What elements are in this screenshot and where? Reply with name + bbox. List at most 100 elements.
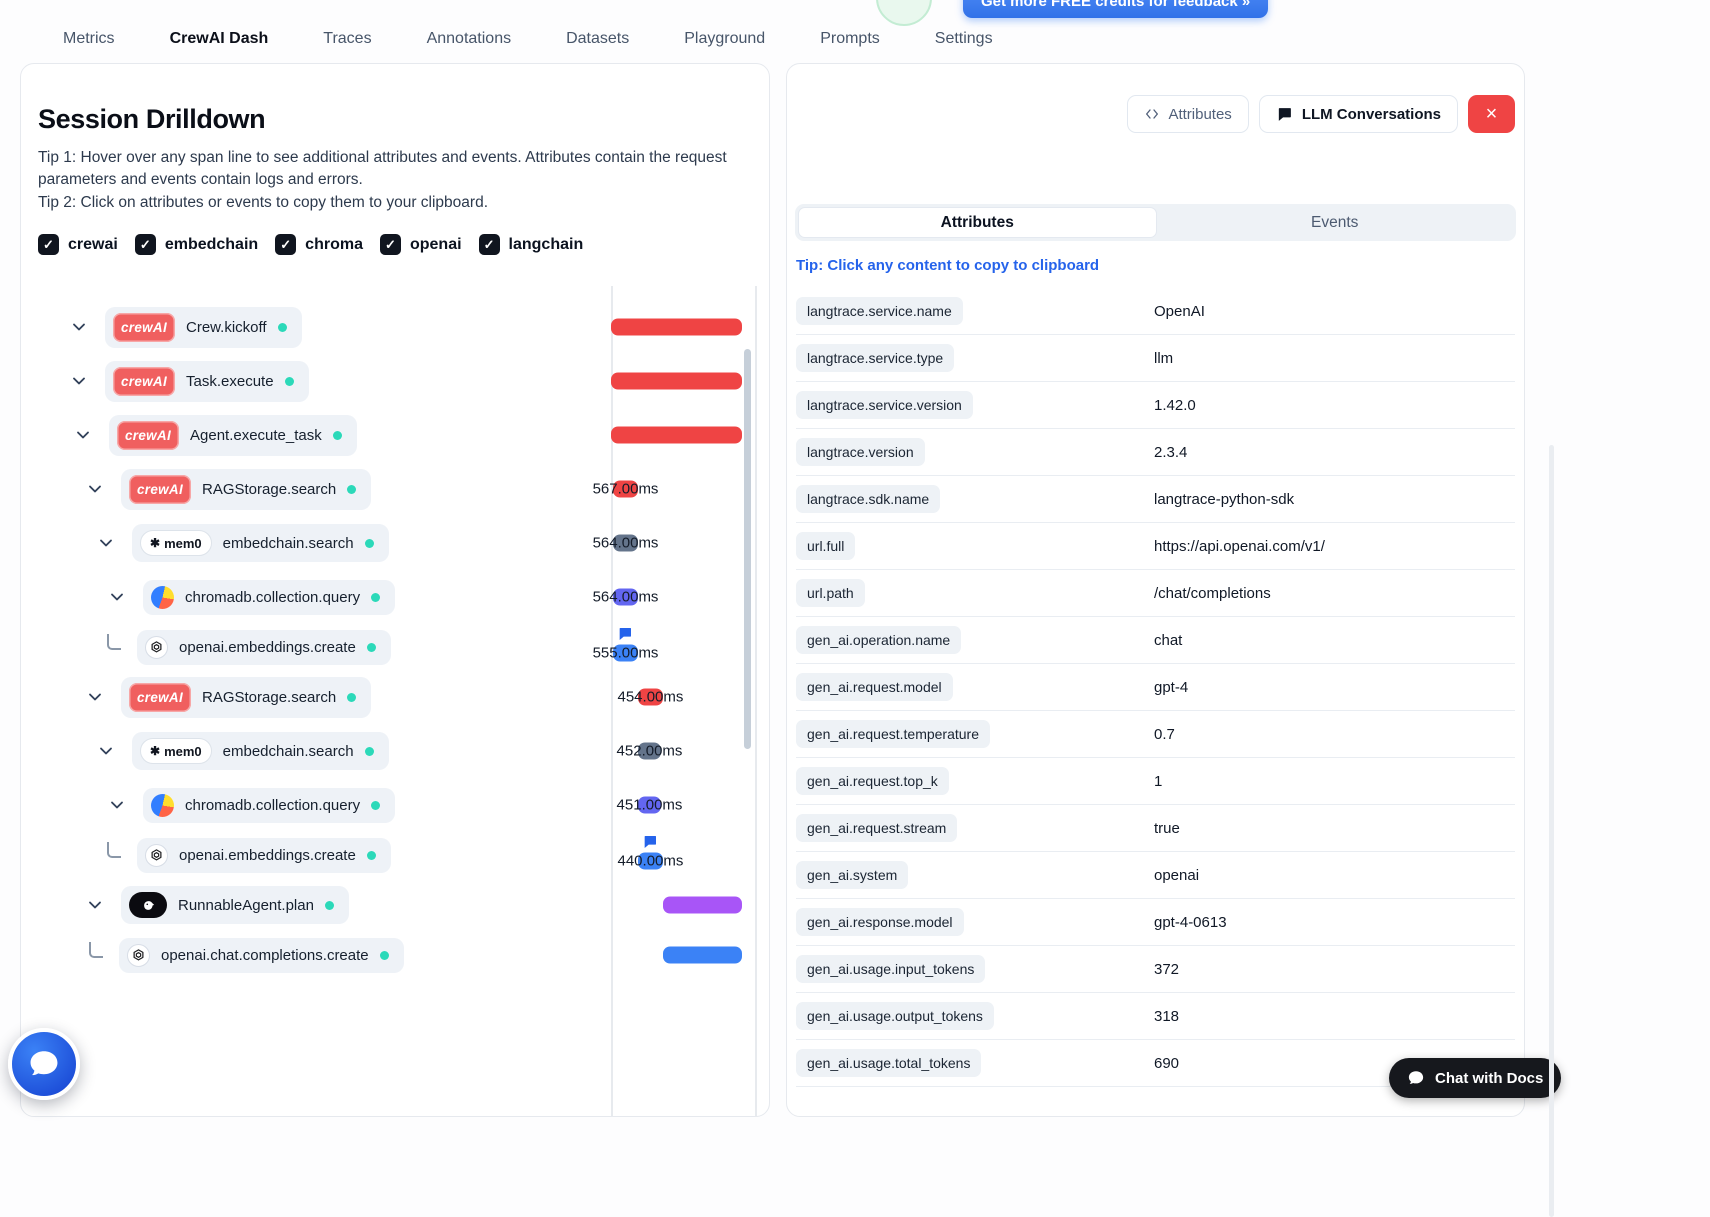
- credits-button[interactable]: Get more FREE credits for feedback »: [963, 0, 1269, 18]
- filter-checkbox[interactable]: ✓ openai: [379, 234, 462, 255]
- chevron-down-icon[interactable]: [107, 587, 127, 607]
- chevron-down-icon[interactable]: [96, 741, 116, 761]
- span-duration-bar[interactable]: [637, 688, 663, 706]
- attribute-key[interactable]: gen_ai.system: [796, 861, 909, 889]
- nav-tab[interactable]: Playground: [684, 30, 766, 47]
- chevron-down-icon[interactable]: [85, 479, 105, 499]
- attribute-key[interactable]: gen_ai.usage.output_tokens: [796, 1002, 994, 1030]
- attribute-key[interactable]: gen_ai.usage.input_tokens: [796, 955, 986, 983]
- span-duration-bar[interactable]: [637, 852, 663, 870]
- attribute-row[interactable]: url.full https://api.openai.com/v1/: [796, 523, 1515, 570]
- details-tab[interactable]: Attributes: [798, 207, 1157, 238]
- attribute-row[interactable]: gen_ai.usage.output_tokens 318: [796, 993, 1515, 1040]
- attribute-key[interactable]: gen_ai.response.model: [796, 908, 964, 936]
- attribute-value[interactable]: https://api.openai.com/v1/: [1154, 537, 1325, 555]
- nav-tab[interactable]: Traces: [323, 30, 372, 47]
- attribute-row[interactable]: langtrace.sdk.name langtrace-python-sdk: [796, 476, 1515, 523]
- span-duration-bar[interactable]: [613, 588, 638, 606]
- attribute-key[interactable]: gen_ai.request.model: [796, 673, 953, 701]
- close-button[interactable]: ×: [1468, 95, 1515, 133]
- chevron-down-icon[interactable]: [73, 425, 93, 445]
- span-duration-bar[interactable]: [611, 318, 742, 336]
- filter-checkbox[interactable]: ✓ crewai: [38, 234, 118, 255]
- attribute-key[interactable]: langtrace.version: [796, 438, 925, 466]
- checkbox-checked-icon[interactable]: ✓: [38, 234, 59, 255]
- attribute-row[interactable]: gen_ai.usage.input_tokens 372: [796, 946, 1515, 993]
- attribute-row[interactable]: langtrace.service.name OpenAI: [796, 288, 1515, 335]
- nav-tab[interactable]: Annotations: [426, 30, 512, 47]
- chevron-down-icon[interactable]: [96, 533, 116, 553]
- attribute-value[interactable]: OpenAI: [1154, 302, 1205, 320]
- filter-checkbox[interactable]: ✓ chroma: [275, 234, 363, 255]
- avatar[interactable]: [876, 0, 932, 26]
- checkbox-checked-icon[interactable]: ✓: [379, 234, 401, 255]
- details-tab[interactable]: Events: [1311, 213, 1359, 231]
- attribute-value[interactable]: 1.42.0: [1154, 396, 1196, 414]
- attribute-value[interactable]: openai: [1154, 866, 1200, 884]
- attribute-key[interactable]: langtrace.service.name: [796, 297, 963, 325]
- attribute-row[interactable]: gen_ai.request.temperature 0.7: [796, 711, 1515, 758]
- attribute-value[interactable]: 318: [1154, 1007, 1180, 1025]
- attribute-value[interactable]: 372: [1154, 960, 1180, 978]
- span-duration-bar[interactable]: [611, 372, 742, 390]
- attributes-code-button[interactable]: Attributes: [1127, 95, 1249, 133]
- checkbox-checked-icon[interactable]: ✓: [275, 234, 297, 255]
- nav-tab[interactable]: Datasets: [566, 30, 630, 47]
- checkbox-checked-icon[interactable]: ✓: [478, 234, 500, 255]
- chat-widget-launcher[interactable]: [8, 1028, 80, 1100]
- filter-checkbox[interactable]: ✓ langchain: [478, 234, 583, 255]
- nav-tab[interactable]: CrewAI Dash: [159, 30, 279, 66]
- span-duration-bar[interactable]: [663, 946, 743, 964]
- attribute-value[interactable]: 690: [1154, 1054, 1180, 1072]
- chevron-down-icon[interactable]: [85, 895, 105, 915]
- span-row[interactable]: openai.embeddings.create 440.00ms: [21, 832, 769, 878]
- attribute-value[interactable]: 1: [1154, 772, 1163, 790]
- span-row[interactable]: openai.embeddings.create 555.00ms: [21, 624, 769, 670]
- attribute-value[interactable]: 0.7: [1154, 725, 1175, 743]
- page-scrollbar[interactable]: [1549, 445, 1554, 1217]
- attribute-row[interactable]: gen_ai.response.model gpt-4-0613: [796, 899, 1515, 946]
- nav-tab[interactable]: Settings: [934, 30, 993, 47]
- span-row[interactable]: RunnableAgent.plan: [21, 878, 769, 932]
- attribute-value[interactable]: 2.3.4: [1154, 443, 1188, 461]
- attribute-key[interactable]: gen_ai.request.stream: [796, 814, 958, 842]
- span-duration-bar[interactable]: [613, 644, 638, 662]
- attribute-value[interactable]: llm: [1154, 349, 1174, 367]
- attribute-row[interactable]: gen_ai.request.model gpt-4: [796, 664, 1515, 711]
- span-duration-bar[interactable]: [611, 426, 742, 444]
- attribute-value[interactable]: true: [1154, 819, 1180, 837]
- checkbox-checked-icon[interactable]: ✓: [134, 234, 156, 255]
- attribute-value[interactable]: langtrace-python-sdk: [1154, 490, 1295, 508]
- attribute-row[interactable]: gen_ai.request.stream true: [796, 805, 1515, 852]
- attribute-value[interactable]: gpt-4: [1154, 678, 1189, 696]
- span-duration-bar[interactable]: [637, 796, 662, 814]
- attribute-row[interactable]: gen_ai.usage.total_tokens 690: [796, 1040, 1515, 1087]
- attribute-key[interactable]: gen_ai.operation.name: [796, 626, 962, 654]
- span-row[interactable]: crewAI RAGStorage.search 567.00ms: [21, 462, 769, 516]
- attribute-row[interactable]: langtrace.service.type llm: [796, 335, 1515, 382]
- attribute-key[interactable]: url.path: [796, 579, 865, 607]
- attribute-key[interactable]: gen_ai.request.temperature: [796, 720, 990, 748]
- attribute-value[interactable]: chat: [1154, 631, 1183, 649]
- attribute-row[interactable]: url.path /chat/completions: [796, 570, 1515, 617]
- span-row[interactable]: openai.chat.completions.create: [21, 932, 769, 978]
- attribute-key[interactable]: gen_ai.usage.total_tokens: [796, 1049, 982, 1077]
- span-duration-bar[interactable]: [613, 534, 638, 552]
- chevron-down-icon[interactable]: [69, 371, 89, 391]
- chevron-down-icon[interactable]: [107, 795, 127, 815]
- attribute-key[interactable]: langtrace.service.type: [796, 344, 955, 372]
- span-row[interactable]: crewAI Crew.kickoff: [21, 300, 769, 354]
- attribute-key[interactable]: langtrace.sdk.name: [796, 485, 941, 513]
- attribute-key[interactable]: gen_ai.request.top_k: [796, 767, 949, 795]
- attribute-key[interactable]: langtrace.service.version: [796, 391, 973, 419]
- span-duration-bar[interactable]: [663, 896, 743, 914]
- attribute-row[interactable]: gen_ai.system openai: [796, 852, 1515, 899]
- filter-checkbox[interactable]: ✓ embedchain: [134, 234, 258, 255]
- nav-tab[interactable]: Prompts: [820, 30, 880, 47]
- span-row[interactable]: crewAI RAGStorage.search 454.00ms: [21, 670, 769, 724]
- llm-conversations-button[interactable]: LLM Conversations: [1258, 95, 1458, 133]
- attribute-row[interactable]: langtrace.service.version 1.42.0: [796, 382, 1515, 429]
- span-row[interactable]: ✱ mem0 embedchain.search 564.00ms: [21, 516, 769, 570]
- span-row[interactable]: chromadb.collection.query 451.00ms: [21, 778, 769, 832]
- span-row[interactable]: crewAI Task.execute: [21, 354, 769, 408]
